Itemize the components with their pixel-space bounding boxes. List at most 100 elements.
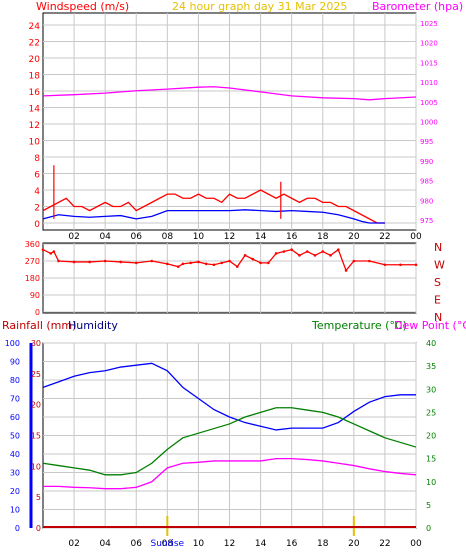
direction-point — [321, 250, 325, 253]
humidity-tick-label: 100 — [5, 339, 20, 348]
wind-x-tick-label: 02 — [68, 232, 79, 242]
direction-point — [134, 261, 138, 265]
direction-point — [414, 263, 418, 267]
direction-point — [267, 261, 270, 265]
direction-tick-label: 90 — [30, 291, 40, 300]
temperature-tick-label: 5 — [426, 501, 431, 510]
wind-x-tick-label: 04 — [99, 232, 111, 242]
temperature-tick-label: 30 — [426, 385, 436, 394]
graph-title: 24 hour graph day 31 Mar 2025 — [172, 0, 347, 13]
climate-x-tick-label: 12 — [224, 539, 235, 549]
climate-x-tick-label: 18 — [317, 539, 329, 549]
compass-label: N — [434, 241, 442, 254]
rainfall-label: Rainfall (mm) — [2, 319, 76, 332]
rainfall-tick-label: 20 — [31, 401, 41, 410]
direction-point — [197, 260, 200, 264]
direction-point — [290, 248, 293, 251]
windspeed-tick-label: 4 — [34, 187, 40, 197]
climate-x-tick-label: 20 — [348, 539, 360, 549]
climate-panel: Rainfall (mm) Humidity Temperature (°C) … — [2, 319, 466, 549]
direction-point — [383, 263, 387, 267]
direction-point — [305, 250, 309, 253]
climate-x-tick-label: 08 — [162, 539, 174, 549]
barometer-tick-label: 1025 — [420, 20, 438, 28]
barometer-tick-label: 990 — [420, 158, 433, 166]
wind-x-tick-label: 06 — [131, 232, 143, 242]
temperature-tick-label: 25 — [426, 408, 436, 417]
direction-point — [166, 262, 169, 266]
temperature-label: Temperature (°C) — [311, 319, 407, 332]
direction-point — [176, 265, 180, 268]
wind-x-tick-label: 12 — [224, 232, 235, 242]
direction-series — [41, 248, 418, 272]
direction-point — [150, 259, 154, 263]
wind-x-tick-label: 10 — [193, 232, 205, 242]
barometer-tick-label: 985 — [420, 178, 433, 186]
direction-point — [259, 261, 262, 265]
series-temperature — [42, 407, 417, 476]
direction-point — [352, 259, 356, 263]
direction-point — [282, 250, 286, 253]
temperature-tick-label: 35 — [426, 362, 436, 371]
windspeed-tick-label: 20 — [29, 55, 41, 65]
barometer-tick-label: 1005 — [420, 99, 438, 107]
temperature-tick-label: 20 — [426, 432, 436, 441]
direction-point — [336, 248, 340, 251]
direction-point — [274, 252, 278, 255]
direction-point — [313, 254, 317, 257]
barometer-tick-label: 975 — [420, 217, 433, 225]
windspeed-tick-label: 0 — [34, 220, 40, 230]
direction-point — [204, 262, 208, 266]
direction-point — [344, 269, 348, 272]
direction-point — [399, 263, 402, 267]
temperature-tick-label: 15 — [426, 455, 436, 464]
direction-point — [49, 252, 53, 255]
direction-tick-label: 180 — [25, 274, 40, 283]
wind-x-tick-label: 00 — [410, 232, 422, 242]
climate-x-tick-label: 04 — [99, 539, 111, 549]
series-windspeed — [42, 189, 385, 224]
dewpoint-label: Dew Point (°C) — [394, 319, 466, 332]
direction-point — [220, 261, 224, 265]
windspeed-tick-label: 22 — [29, 39, 40, 49]
wind-series — [42, 86, 417, 224]
climate-x-tick-label: 16 — [286, 539, 298, 549]
windspeed-tick-label: 10 — [29, 138, 41, 148]
rainfall-tick-label: 10 — [31, 462, 41, 471]
compass-label: S — [434, 276, 441, 289]
wind-x-tick-label: 14 — [255, 232, 267, 242]
direction-tick-label: 360 — [25, 240, 40, 249]
compass-label: W — [434, 259, 445, 272]
wind-x-tick-label: 18 — [317, 232, 329, 242]
humidity-tick-label: 30 — [10, 469, 20, 478]
climate-x-tick-label: 06 — [131, 539, 143, 549]
direction-degree-axis: 360 270 180 90 0 — [25, 240, 40, 317]
humidity-axis: 0 10 20 30 40 50 60 70 80 90 100 — [5, 339, 33, 533]
direction-point — [181, 262, 185, 266]
compass-label: E — [434, 294, 441, 307]
series-humidity — [42, 362, 416, 431]
barometer-title: Barometer (hpa) — [372, 0, 463, 13]
rainfall-tick-label: 0 — [36, 524, 41, 533]
series-dew-point — [43, 457, 417, 490]
windspeed-tick-label: 24 — [29, 22, 41, 32]
wind-x-tick-label: 16 — [286, 232, 298, 242]
climate-x-tick-label: 10 — [193, 539, 205, 549]
direction-point — [88, 260, 91, 264]
climate-series — [42, 362, 417, 536]
climate-x-tick-label: 00 — [410, 539, 422, 549]
direction-point — [368, 259, 371, 263]
direction-point — [57, 259, 60, 263]
climate-x-tick-label: 02 — [68, 539, 79, 549]
sunrise-label: Sunrise — [151, 539, 185, 549]
barometer-tick-label: 995 — [420, 138, 433, 146]
direction-point — [119, 260, 123, 264]
windspeed-tick-label: 16 — [29, 88, 41, 98]
wind-x-tick-label: 22 — [379, 232, 390, 242]
windspeed-tick-label: 2 — [34, 204, 40, 214]
windspeed-tick-label: 14 — [29, 105, 41, 115]
series-wind-average — [42, 209, 385, 224]
direction-point — [228, 259, 231, 263]
